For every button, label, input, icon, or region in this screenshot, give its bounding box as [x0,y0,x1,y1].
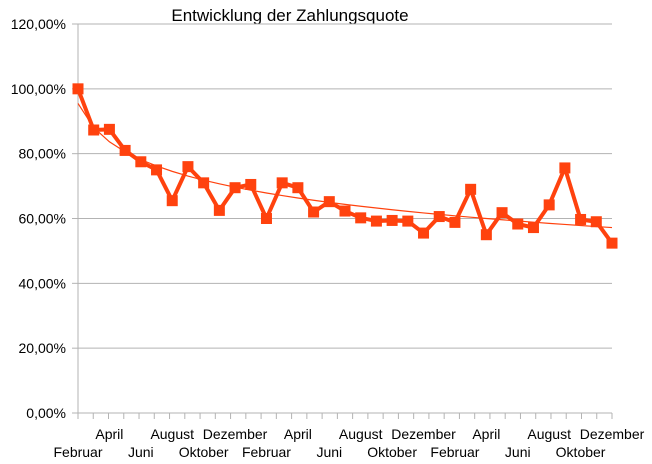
x-tick-label: August [339,426,383,442]
y-tick-label: 80,00% [19,146,66,162]
data-point [229,182,241,194]
data-point [449,216,461,228]
x-tick-label: Oktober [367,444,417,460]
data-point [512,218,524,230]
y-axis-tick-labels: 0,00% 20,00% 40,00% 60,00% 80,00% 100,00% 120,… [11,16,66,421]
x-tick-label: April [284,426,312,442]
data-point [182,161,194,173]
data-point [323,196,335,208]
series-markers [72,83,618,249]
data-point [103,123,115,135]
x-tick-label: Dezember [580,426,645,442]
data-point [213,204,225,216]
data-point [418,227,430,239]
x-tick-label: Februar [242,444,291,460]
x-axis-tick-labels: FebruarAprilJuniAugustOktoberDezemberFeb… [53,426,644,460]
data-point [590,216,602,228]
x-tick-label: Februar [430,444,479,460]
y-tick-label: 100,00% [11,81,66,97]
data-point [370,215,382,227]
y-tick-label: 60,00% [19,211,66,227]
x-tick-label: Oktober [556,444,606,460]
chart-title: Entwicklung der Zahlungsquote [171,6,408,25]
data-point [543,199,555,211]
data-point [606,237,618,249]
x-tick-label: Juni [316,444,342,460]
x-tick-label: August [150,426,194,442]
data-point [465,183,477,195]
data-point [166,195,178,207]
data-point [339,205,351,217]
y-tick-label: 0,00% [26,405,66,421]
data-point [245,178,257,190]
data-point [151,164,163,176]
data-point [198,177,210,189]
data-point [386,214,398,226]
x-tick-label: Dezember [391,426,456,442]
data-point [480,229,492,241]
x-tick-label: August [527,426,571,442]
data-point [402,215,414,227]
grid-lines [78,23,612,349]
data-point [119,144,131,156]
x-tick-label: Februar [53,444,102,460]
x-tick-label: Dezember [203,426,268,442]
y-tick-label: 20,00% [19,340,66,356]
y-tick-label: 40,00% [19,275,66,291]
x-tick-label: April [472,426,500,442]
data-point [355,212,367,224]
data-point [433,211,445,223]
data-point [575,213,587,225]
x-tick-label: Juni [128,444,154,460]
data-point [496,207,508,219]
data-point [88,124,100,136]
data-point [135,156,147,168]
x-tick-label: Oktober [179,444,229,460]
data-point [276,177,288,189]
data-point [260,213,272,224]
data-point [72,83,84,95]
x-tick-label: April [95,426,123,442]
data-point [559,162,571,174]
data-point [292,182,304,194]
data-point [527,222,539,234]
x-tick-label: Juni [505,444,531,460]
y-tick-label: 120,00% [11,16,66,32]
data-point [308,206,320,218]
